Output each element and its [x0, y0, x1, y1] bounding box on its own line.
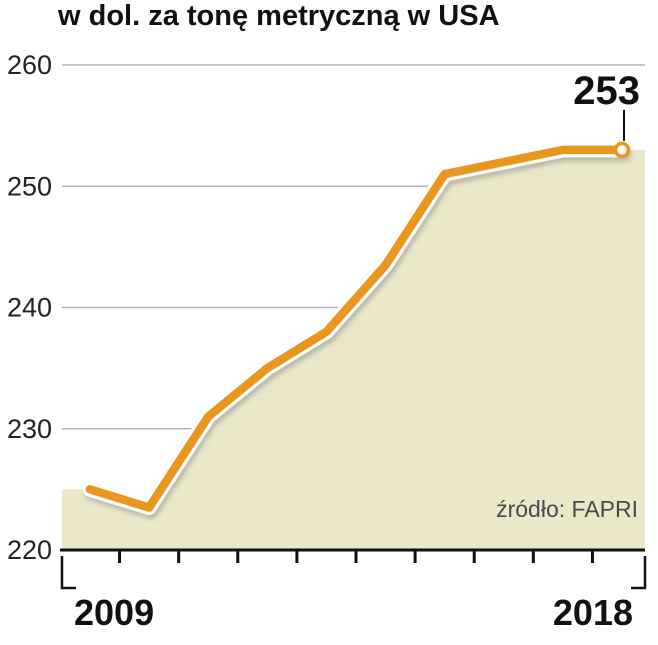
- end-marker: [613, 141, 631, 159]
- price-line: [85, 145, 627, 512]
- end-value-label: 253: [573, 69, 640, 113]
- y-axis-label: 250: [7, 171, 52, 201]
- y-axis-label: 220: [7, 535, 52, 565]
- source-label: źródło: FAPRI: [496, 496, 638, 522]
- y-axis-label: 260: [7, 50, 52, 80]
- chart-title: w dol. za tonę metryczną w USA: [58, 0, 500, 32]
- year-bracket: [60, 556, 647, 590]
- y-axis-label: 240: [7, 293, 52, 323]
- area-fill: [62, 149, 645, 550]
- year-start-label: 2009: [74, 592, 154, 633]
- year-end-label: 2018: [553, 592, 633, 633]
- y-axis-label: 230: [7, 414, 52, 444]
